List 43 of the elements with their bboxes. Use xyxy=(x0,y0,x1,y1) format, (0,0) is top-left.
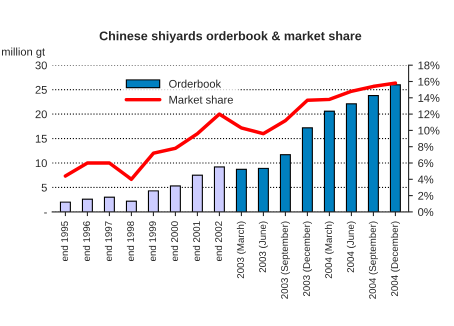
y2-tick-label: 6% xyxy=(418,159,434,168)
bar xyxy=(82,198,93,212)
y-tick-label: 10 xyxy=(36,159,47,168)
y-tick-label: - xyxy=(44,212,47,214)
x-tick-label: 2003 (September) xyxy=(280,222,290,299)
x-tick-label: 2004 (December) xyxy=(390,222,400,296)
bar xyxy=(60,202,71,212)
x-tick-label: 2003 (June) xyxy=(258,222,268,272)
y-tick-label: 20 xyxy=(36,110,47,118)
y-tick-label: 5 xyxy=(42,184,47,192)
y-tick-label: 25 xyxy=(36,86,47,94)
x-tick-label: 2003 (December) xyxy=(302,222,312,296)
x-tick-label: end 1997 xyxy=(104,221,112,262)
y2-tick-label: 8% xyxy=(418,142,434,151)
x-tick-label: end 1998 xyxy=(126,221,134,262)
x-tick-label: 2004 (June) xyxy=(346,222,356,272)
y-axis-title: million gt xyxy=(2,48,45,58)
line-series xyxy=(64,81,398,182)
x-tick-label: end 1996 xyxy=(82,221,90,262)
legend-label: Market share xyxy=(169,96,233,104)
x-tick-label: end 1999 xyxy=(148,221,156,262)
y2-tick-label: 14% xyxy=(418,94,440,102)
y2-tick-label: 4% xyxy=(418,176,434,184)
x-tick-label: end 2002 xyxy=(214,221,222,262)
chart-title: Chinese shiyards orderbook & market share xyxy=(100,31,362,43)
x-tick-label: end 1995 xyxy=(60,221,68,262)
x-tick-label: end 2000 xyxy=(170,221,178,262)
x-tick-label: 2003 (March) xyxy=(236,222,246,278)
bar xyxy=(104,196,115,212)
x-tick-label: 2004 (September) xyxy=(368,222,378,299)
y-tick-label: 15 xyxy=(36,134,47,143)
y2-tick-label: 0% xyxy=(418,208,434,216)
y2-tick-label: 18% xyxy=(418,61,440,70)
x-tick-label: 2004 (March) xyxy=(324,222,334,278)
bar xyxy=(148,190,159,212)
bar xyxy=(126,200,137,212)
x-tick-label: end 2001 xyxy=(192,221,200,262)
y-tick-label: 30 xyxy=(35,61,47,70)
y2-tick-label: 16% xyxy=(418,78,440,86)
y2-tick-label: 12% xyxy=(418,110,440,118)
y2-tick-label: 2% xyxy=(418,192,434,200)
legend-label: Orderbook xyxy=(169,80,222,88)
y2-tick-label: 10% xyxy=(418,126,440,135)
